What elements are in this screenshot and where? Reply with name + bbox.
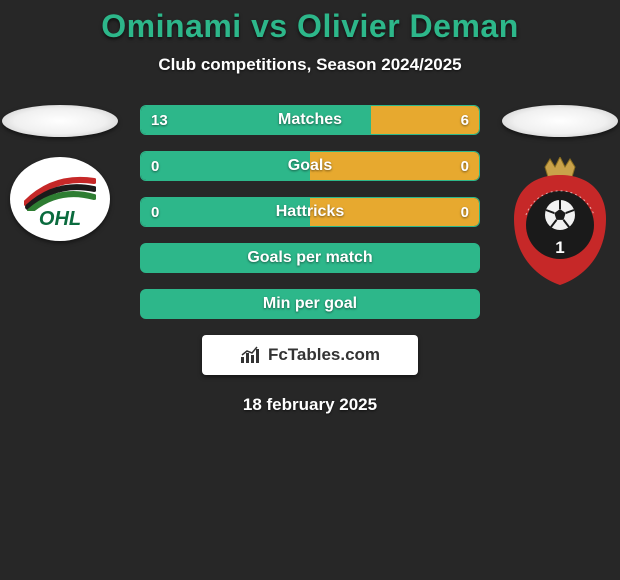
stat-label: Goals [141,152,479,180]
comparison-infographic: Ominami vs Olivier Deman Club competitio… [0,0,620,580]
player-right-club-badge: 1 [510,157,610,285]
antwerp-badge-icon: 1 [510,157,610,285]
stat-value-left: 0 [151,152,159,180]
branding-text: FcTables.com [268,345,380,365]
player-right-column: 1 [500,105,620,285]
antwerp-badge-number: 1 [555,238,564,257]
stat-label: Min per goal [141,290,479,318]
ohl-badge-label: OHL [10,208,110,231]
player-left-club-badge: OHL [10,157,110,241]
stat-value-left: 0 [151,198,159,226]
stats-bars: Matches136Goals00Hattricks00Goals per ma… [140,105,480,319]
stat-row: Matches13 6 [140,105,480,135]
player-left-avatar-placeholder [2,105,118,137]
page-subtitle: Club competitions, Season 2024/2025 [0,55,620,75]
player-left-column: OHL [0,105,120,241]
footer-date: 18 february 2025 [0,395,620,415]
chart-icon [240,346,262,364]
stat-row: Goals0 0 [140,151,480,181]
branding-badge: FcTables.com [202,335,418,375]
stat-label: Hattricks [141,198,479,226]
ohl-swoosh-icon [24,173,96,211]
stat-label: Goals per match [141,244,479,272]
player-right-avatar-placeholder [502,105,618,137]
stat-row: Min per goal [140,289,480,319]
stat-value-right: 6 [461,106,469,134]
stat-value-right: 0 [461,198,469,226]
stat-value-right: 0 [461,152,469,180]
page-title: Ominami vs Olivier Deman [0,0,620,45]
stat-value-left: 13 [151,106,168,134]
stat-row: Hattricks0 0 [140,197,480,227]
ohl-badge-icon: OHL [10,157,110,241]
stat-row: Goals per match [140,243,480,273]
stat-label: Matches [141,106,479,134]
main-content: OHL [0,105,620,415]
